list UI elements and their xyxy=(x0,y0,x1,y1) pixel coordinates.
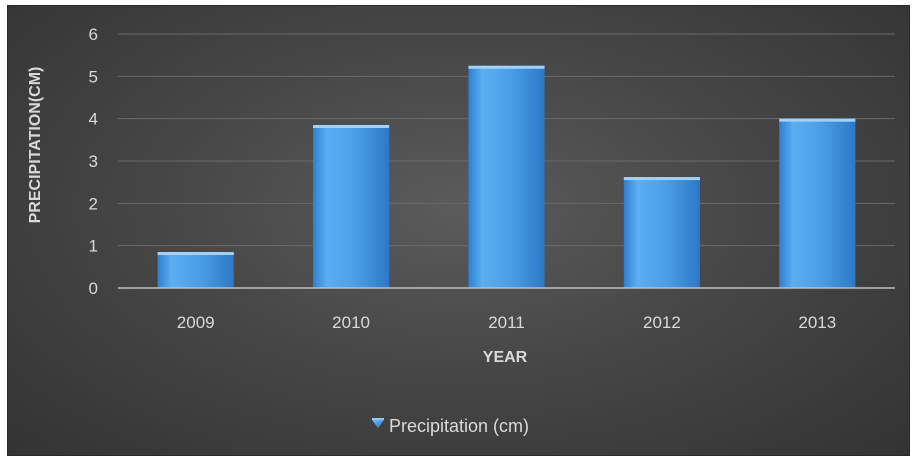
bars xyxy=(157,65,856,289)
bar-top-highlight xyxy=(468,65,545,69)
x-tick-label: 2009 xyxy=(177,313,215,332)
x-axis-tick-labels: 2009 2010 2011 2012 2013 xyxy=(177,313,836,332)
legend-marker-icon xyxy=(372,420,384,428)
chart-background xyxy=(7,5,910,456)
legend: Precipitation (cm) xyxy=(372,416,529,436)
x-tick-label: 2010 xyxy=(332,313,370,332)
y-tick-label: 2 xyxy=(89,194,98,213)
x-axis-title: YEAR xyxy=(483,349,528,366)
bar-top-highlight xyxy=(623,177,700,181)
legend-label: Precipitation (cm) xyxy=(389,416,529,436)
bar-top-highlight xyxy=(157,252,234,256)
y-tick-label: 6 xyxy=(89,25,98,44)
y-tick-label: 1 xyxy=(89,237,98,256)
legend-marker-top xyxy=(372,418,384,420)
bar-2010 xyxy=(313,125,390,289)
bar-2013 xyxy=(779,118,856,289)
bar-top-highlight xyxy=(313,125,390,129)
bar-2011 xyxy=(468,65,545,288)
y-axis-title: PRECIPITATION(CM) xyxy=(27,67,44,224)
y-axis-tick-labels: 0 1 2 3 4 5 6 xyxy=(89,25,98,298)
y-tick-label: 3 xyxy=(89,152,98,171)
y-tick-label: 5 xyxy=(89,67,98,86)
bar-2012 xyxy=(623,177,700,288)
x-tick-label: 2012 xyxy=(643,313,681,332)
bar-2009 xyxy=(157,252,234,288)
x-tick-label: 2013 xyxy=(798,313,836,332)
bar-top-highlight xyxy=(779,118,856,122)
y-tick-label: 0 xyxy=(89,279,98,298)
y-tick-label: 4 xyxy=(89,110,98,129)
x-tick-label: 2011 xyxy=(488,313,525,332)
